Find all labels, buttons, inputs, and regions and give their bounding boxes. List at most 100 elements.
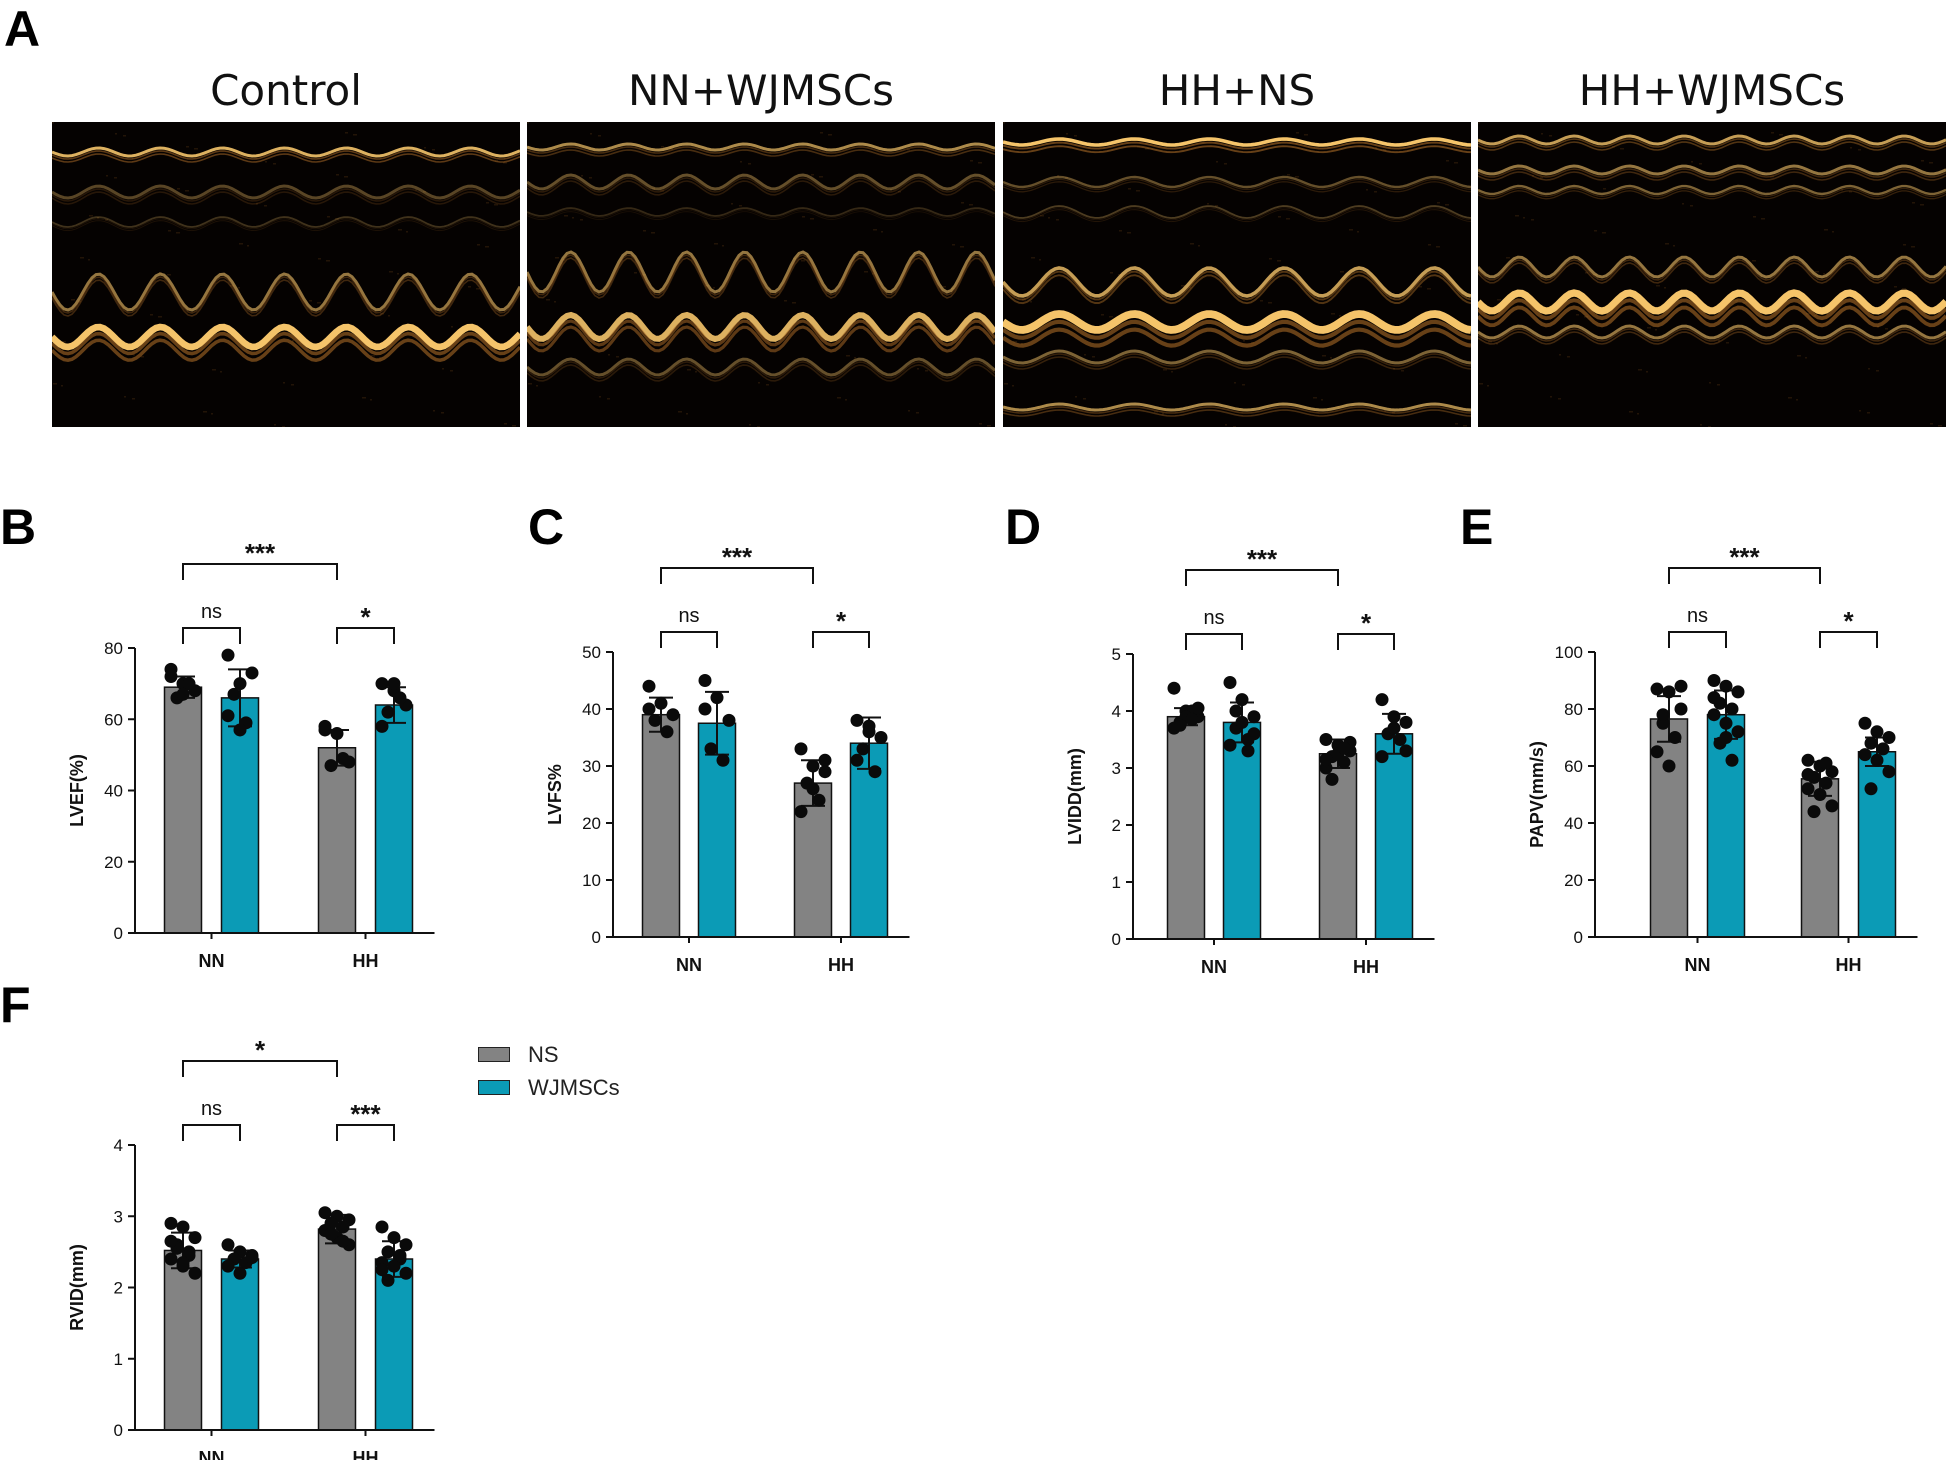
chart-c-point bbox=[642, 679, 656, 693]
chart-b-bar-hh-ns bbox=[317, 747, 357, 934]
chart-f-point bbox=[164, 1216, 178, 1230]
chart-e-point bbox=[1707, 691, 1721, 705]
chart-e-point bbox=[1719, 679, 1733, 693]
chart-e-point bbox=[1825, 799, 1839, 813]
echo-title-control: Control bbox=[210, 66, 362, 115]
chart-e-point bbox=[1707, 708, 1721, 722]
chart-f-bar-hh-wjmscs bbox=[374, 1258, 414, 1431]
chart-e-point bbox=[1674, 679, 1688, 693]
chart-c-significance-label-2: * bbox=[836, 606, 847, 636]
chart-f-point bbox=[381, 1273, 395, 1287]
chart-c-point bbox=[806, 759, 820, 773]
panel-letter-b: B bbox=[0, 499, 37, 555]
panel-letter-f: F bbox=[0, 977, 31, 1033]
chart-e-y-tick-label: 20 bbox=[1564, 871, 1583, 890]
chart-b-x-tick-label-nn: NN bbox=[199, 951, 225, 971]
legend-swatch-wjmscs bbox=[478, 1080, 510, 1095]
chart-c-point bbox=[722, 713, 736, 727]
chart-b-point bbox=[233, 677, 247, 691]
chart-d-point bbox=[1241, 744, 1255, 758]
chart-c-point bbox=[850, 753, 864, 767]
legend: NS WJMSCs bbox=[478, 1038, 620, 1104]
chart-d-point bbox=[1223, 676, 1237, 689]
chart-d-bar-nn-wjmscs bbox=[1222, 721, 1262, 940]
chart-d-significance-bracket-0: *** bbox=[1185, 544, 1339, 586]
chart-b-point bbox=[381, 705, 395, 719]
panel-letter-e: E bbox=[1460, 499, 1494, 555]
chart-e-x-tick-label-nn: NN bbox=[1685, 955, 1711, 975]
echo-image-hh-ns bbox=[1003, 122, 1471, 427]
chart-e-point bbox=[1807, 805, 1821, 819]
chart-b-point bbox=[221, 648, 235, 662]
chart-f-point bbox=[221, 1238, 235, 1252]
chart-c-x-tick-label-nn: NN bbox=[676, 955, 702, 975]
chart-d-point bbox=[1167, 681, 1181, 695]
chart-c-point bbox=[818, 765, 832, 779]
chart-f-y-tick-label: 3 bbox=[114, 1207, 123, 1226]
chart-e-point bbox=[1725, 753, 1739, 767]
chart-c-point bbox=[868, 765, 882, 779]
chart-e-significance-bracket-1: ns bbox=[1668, 605, 1727, 648]
chart-d-y-tick-label: 4 bbox=[1112, 702, 1121, 721]
chart-e-point bbox=[1882, 765, 1896, 779]
chart-d-bar-hh-ns bbox=[1318, 753, 1358, 940]
chart-f-point bbox=[188, 1231, 202, 1245]
chart-e-y-tick-label: 60 bbox=[1564, 757, 1583, 776]
chart-d-y-tick-label: 2 bbox=[1112, 816, 1121, 835]
chart-f-point bbox=[399, 1238, 413, 1252]
chart-c-y-tick-label: 30 bbox=[582, 757, 601, 776]
chart-c-point bbox=[666, 708, 680, 722]
chart-f-point bbox=[336, 1220, 350, 1234]
panel-letter-a: A bbox=[4, 1, 41, 57]
chart-b-bar-hh-wjmscs bbox=[374, 704, 414, 934]
chart-f-point bbox=[387, 1259, 401, 1273]
chart-c-y-tick-label: 40 bbox=[582, 700, 601, 719]
chart-b-point bbox=[375, 677, 389, 691]
chart-e-point bbox=[1864, 736, 1878, 750]
chart-b-significance-bracket-2: * bbox=[336, 602, 395, 644]
chart-f-x-tick-label-nn: NN bbox=[199, 1448, 225, 1460]
chart-c-bar-nn-ns bbox=[641, 713, 681, 938]
chart-c-y-tick-label: 10 bbox=[582, 871, 601, 890]
chart-e-point bbox=[1668, 731, 1682, 744]
echo-title-hh-ns: HH+NS bbox=[1158, 66, 1316, 115]
chart-d-significance-bracket-2: * bbox=[1337, 608, 1395, 650]
legend-item-wjmscs: WJMSCs bbox=[478, 1071, 620, 1104]
chart-f-point bbox=[176, 1220, 190, 1234]
chart-d-point bbox=[1325, 772, 1339, 786]
chart-c-point bbox=[818, 753, 832, 767]
chart-c-x-tick-label-hh: HH bbox=[828, 955, 854, 975]
chart-b-point bbox=[387, 677, 401, 691]
chart-e-y-tick-label: 80 bbox=[1564, 700, 1583, 719]
chart-b-x-tick-label-hh: HH bbox=[353, 951, 379, 971]
chart-e-point bbox=[1876, 742, 1890, 756]
chart-c-significance-bracket-1: ns bbox=[660, 605, 718, 648]
chart-f-significance-bracket-2: *** bbox=[336, 1099, 395, 1141]
chart-e-point bbox=[1719, 731, 1733, 744]
chart-e-point bbox=[1864, 782, 1878, 796]
chart-e-point bbox=[1813, 788, 1827, 801]
chart-b-point bbox=[245, 666, 259, 680]
chart-e-bar-hh-wjmscs bbox=[1857, 751, 1897, 938]
chart-f-y-tick-label: 1 bbox=[114, 1350, 123, 1369]
chart-c-bar-hh-wjmscs bbox=[849, 742, 889, 938]
chart-f-point bbox=[393, 1248, 407, 1262]
chart-e-point bbox=[1650, 745, 1664, 759]
chart-e-significance-label-1: ns bbox=[1687, 605, 1708, 627]
chart-f-point bbox=[176, 1256, 190, 1270]
chart-e-point bbox=[1858, 748, 1872, 762]
chart-d: 0 1 2 3 4 5 NN HH LVIDD(mm) *** ns * bbox=[1065, 544, 1435, 977]
chart-b-point bbox=[336, 751, 350, 765]
panel-letter-c: C bbox=[528, 499, 565, 555]
chart-e-y-tick-label: 100 bbox=[1555, 643, 1583, 662]
chart-e-point bbox=[1731, 725, 1745, 739]
chart-c-point bbox=[698, 674, 712, 687]
chart-e-point bbox=[1725, 702, 1739, 716]
echo-image-control bbox=[52, 122, 520, 427]
chart-c-point bbox=[654, 696, 668, 710]
chart-f-point bbox=[381, 1245, 395, 1259]
chart-e-x-tick-label-hh: HH bbox=[1836, 955, 1862, 975]
chart-c-y-axis-label: LVFS% bbox=[545, 764, 565, 825]
chart-d-point bbox=[1375, 693, 1389, 707]
